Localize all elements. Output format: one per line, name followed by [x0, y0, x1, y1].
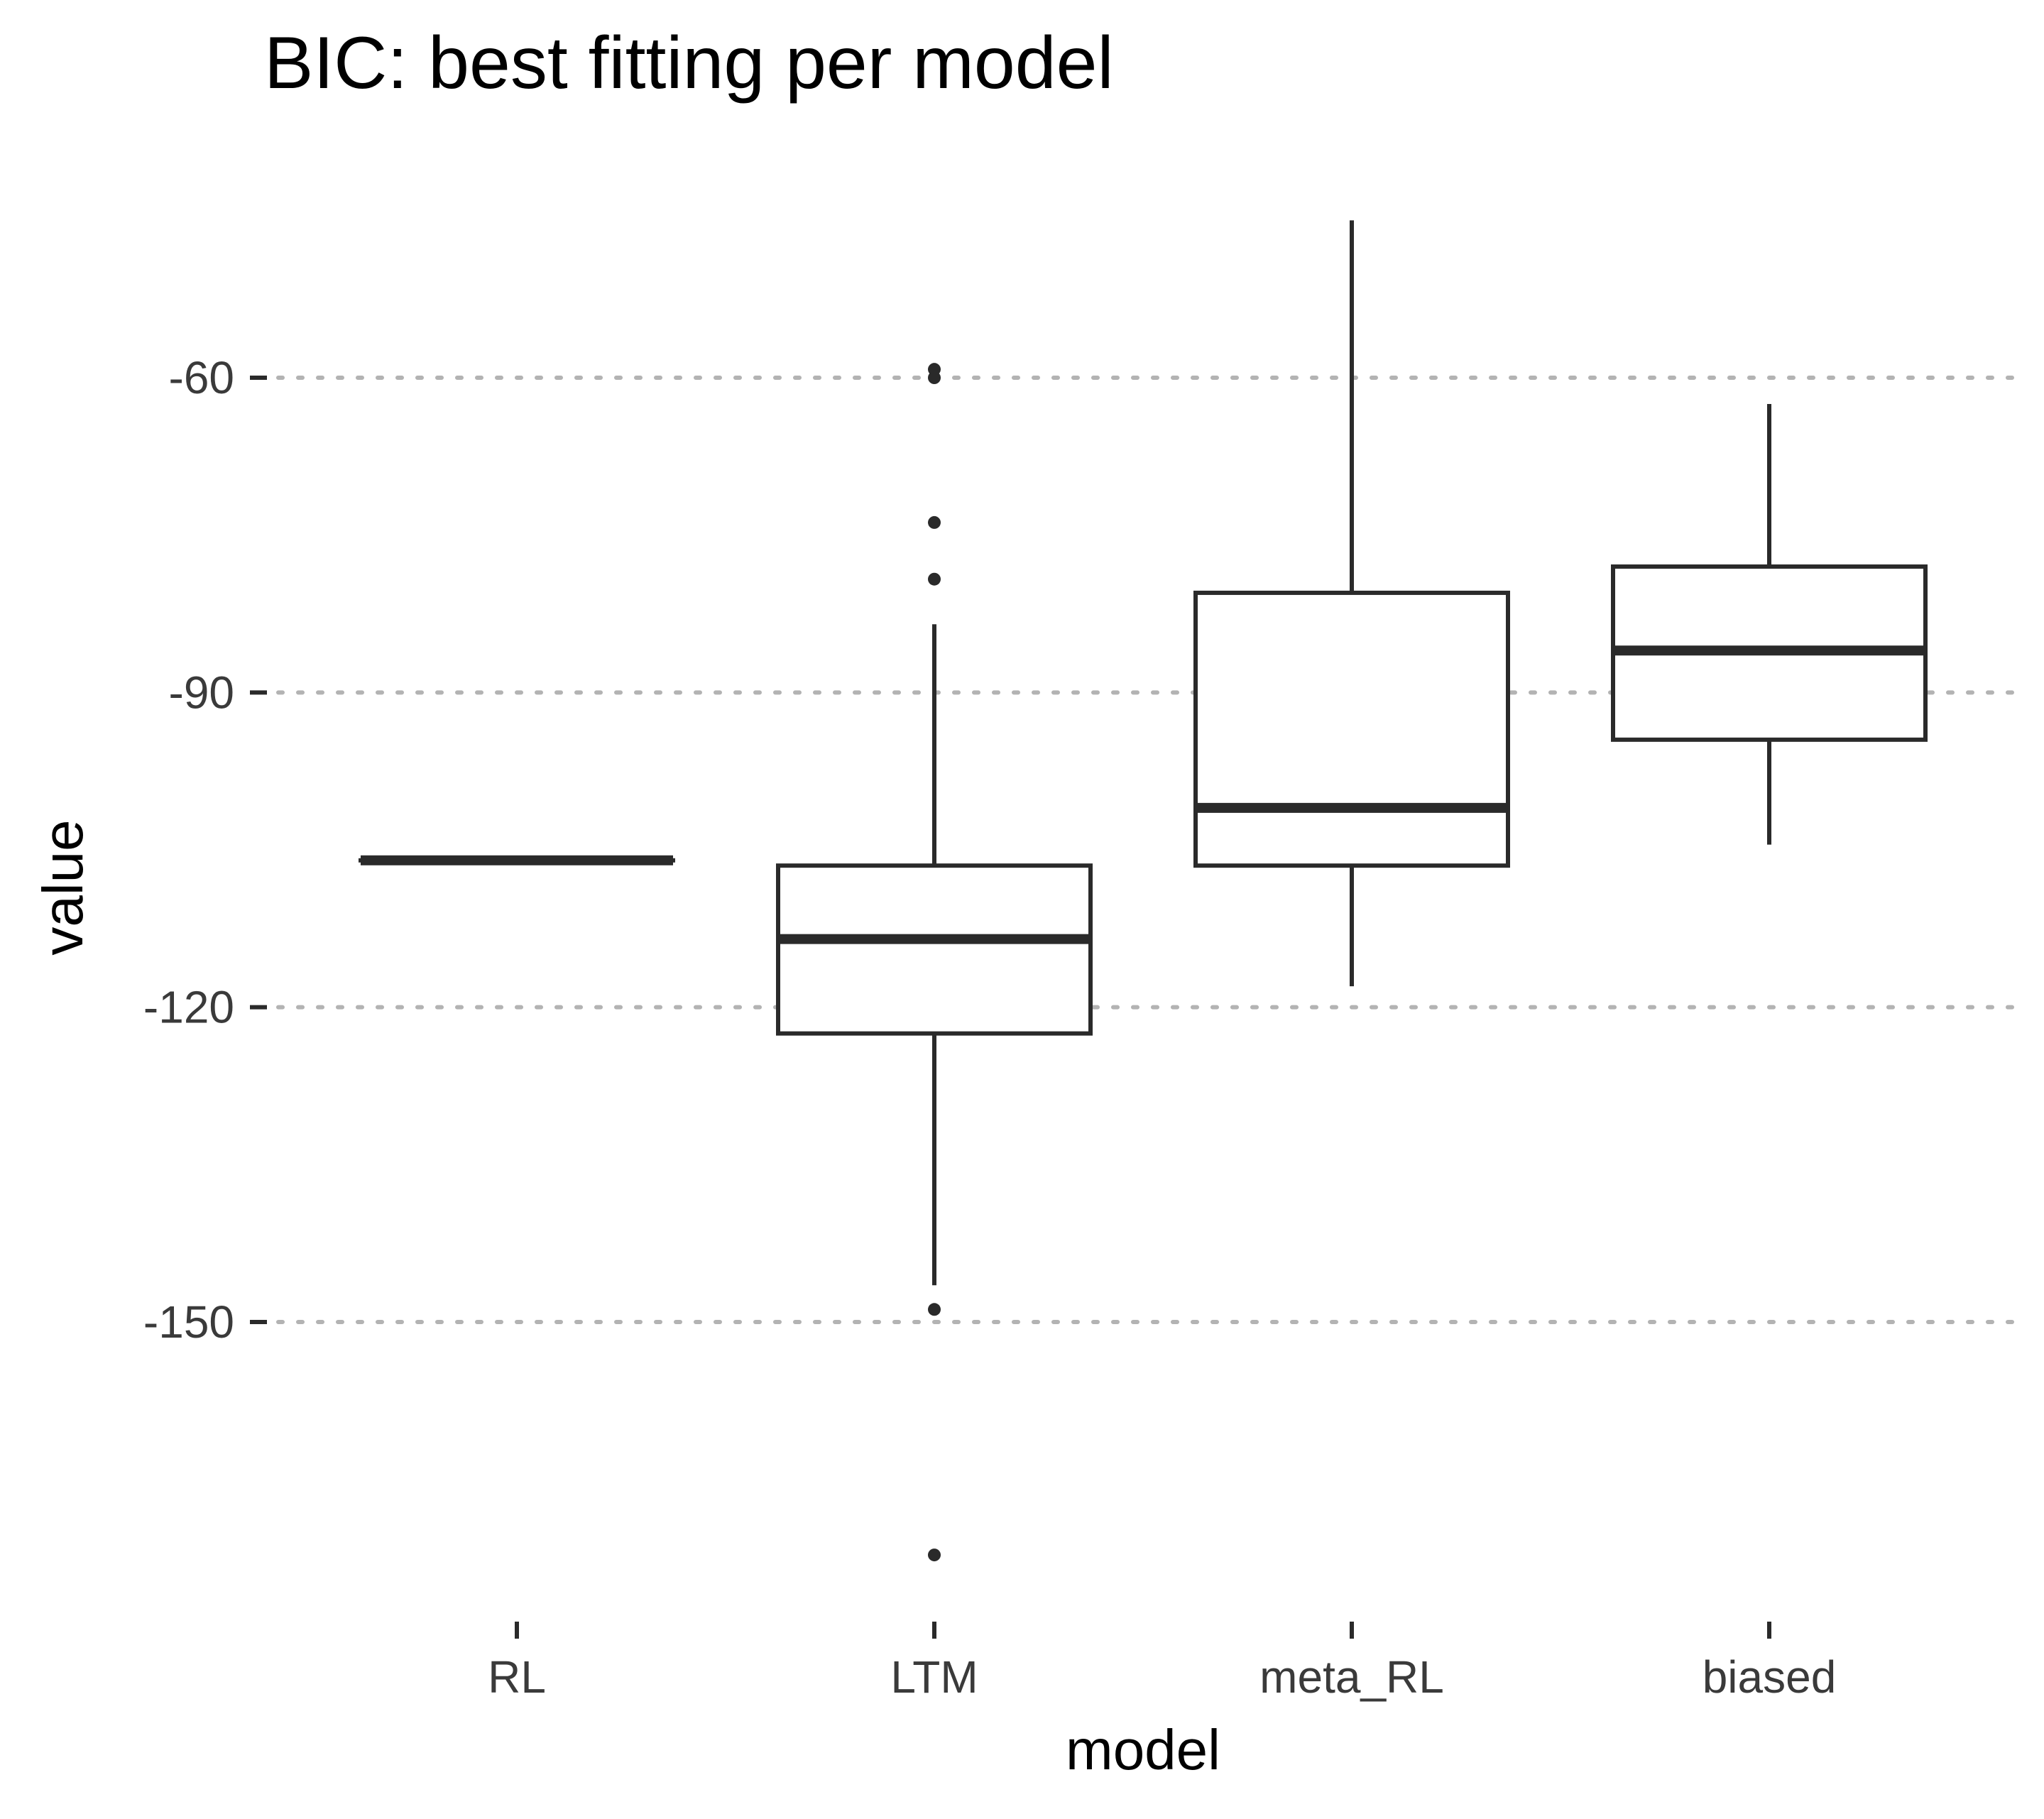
outlier-point	[928, 1548, 941, 1562]
box-meta-rl	[1193, 220, 1510, 987]
boxes	[359, 220, 1928, 1562]
y-axis-title: value	[31, 819, 94, 955]
outlier-point	[928, 515, 941, 529]
outlier-point	[928, 572, 941, 586]
box-ltm	[776, 363, 1093, 1562]
y-tick-label: -90	[169, 667, 235, 718]
x-tick-label: RL	[488, 1651, 546, 1703]
y-tick-label: -150	[143, 1296, 234, 1348]
x-tick-label: biased	[1703, 1651, 1837, 1703]
box-iqr	[776, 863, 1093, 1036]
box-iqr	[1193, 590, 1510, 868]
grid-lines	[276, 376, 2026, 1324]
y-tick-label: -120	[143, 982, 234, 1033]
y-tick-label: -60	[169, 352, 235, 403]
box-biased	[1611, 403, 1928, 845]
x-axis-title: model	[1066, 1718, 1220, 1781]
x-axis: RL LTM meta_RL biased	[488, 1622, 1836, 1703]
outlier-point	[928, 371, 941, 384]
y-axis: -60 -90 -120 -150	[143, 352, 267, 1348]
outlier-point	[928, 1303, 941, 1316]
x-tick-label: meta_RL	[1259, 1651, 1444, 1703]
chart-title: BIC: best fitting per model	[264, 22, 1114, 104]
x-tick-label: LTM	[890, 1651, 978, 1703]
